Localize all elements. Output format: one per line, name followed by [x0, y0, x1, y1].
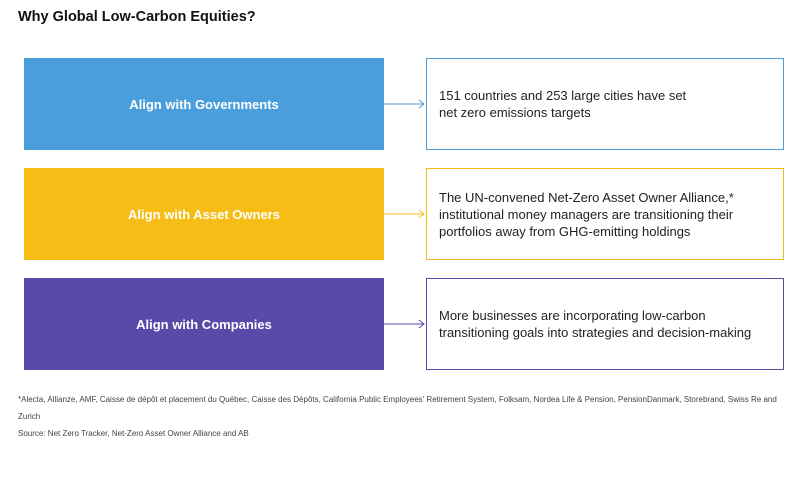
row-asset-owners: Align with Asset Owners The UN-convened …	[24, 168, 786, 260]
governments-box: Align with Governments	[24, 58, 384, 150]
companies-label: Align with Companies	[136, 316, 272, 332]
asset-owners-box: Align with Asset Owners	[24, 168, 384, 260]
governments-description-box: 151 countries and 253 large cities have …	[426, 58, 784, 150]
asset-owners-description: The UN-convened Net-Zero Asset Owner All…	[439, 189, 734, 239]
governments-description: 151 countries and 253 large cities have …	[439, 88, 687, 120]
row-companies: Align with Companies More businesses are…	[24, 278, 786, 370]
arrow-icon	[384, 319, 425, 329]
companies-description-box: More businesses are incorporating low-ca…	[426, 278, 784, 370]
companies-box: Align with Companies	[24, 278, 384, 370]
page-title: Why Global Low-Carbon Equities?	[18, 9, 256, 25]
source-note: Source: Net Zero Tracker, Net-Zero Asset…	[18, 429, 249, 438]
asset-owners-description-box: The UN-convened Net-Zero Asset Owner All…	[426, 168, 784, 260]
companies-description: More businesses are incorporating low-ca…	[439, 308, 752, 340]
row-governments: Align with Governments 151 countries and…	[24, 58, 786, 150]
footnote: *Alecta, Allianze, AMF, Caisse de dépôt …	[18, 395, 777, 421]
arrow-icon	[384, 99, 425, 109]
asset-owners-label: Align with Asset Owners	[128, 206, 280, 222]
governments-label: Align with Governments	[129, 96, 279, 112]
arrow-icon	[384, 209, 425, 219]
